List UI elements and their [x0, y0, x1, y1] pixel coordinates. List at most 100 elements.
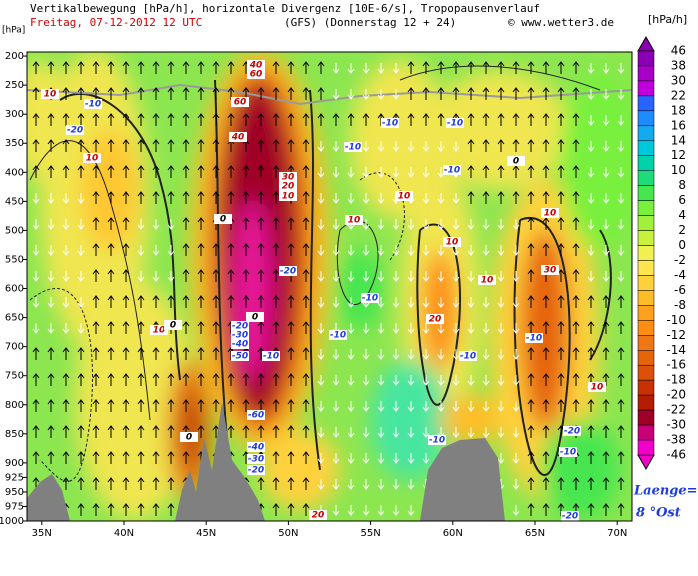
wind-arrow: [572, 399, 580, 412]
wind-arrow: [452, 271, 460, 282]
wind-arrow: [437, 141, 445, 152]
contour-label-box: [84, 99, 102, 109]
wind-arrow: [497, 271, 505, 282]
wind-arrow: [257, 113, 265, 126]
wind-arrow: [527, 139, 535, 152]
wind-arrow: [302, 373, 310, 386]
wind-arrow: [377, 193, 385, 204]
wind-arrow: [92, 373, 100, 386]
wind-arrow: [497, 245, 505, 256]
contour-label-box: [459, 351, 477, 361]
wind-arrow: [137, 245, 145, 256]
contour-label: -10: [429, 436, 445, 446]
wind-arrow: [377, 479, 385, 490]
wind-arrow: [347, 427, 355, 438]
wind-arrow: [107, 217, 115, 230]
wind-arrow: [107, 139, 115, 152]
wind-arrow: [407, 87, 415, 100]
colorbar-label: -18: [666, 373, 686, 387]
wind-arrow: [182, 139, 190, 152]
wind-arrow: [407, 479, 415, 490]
wind-arrow: [287, 373, 295, 386]
colorbar-label: 14: [671, 133, 686, 147]
contour-label-box: [231, 97, 249, 107]
wind-arrow: [167, 219, 175, 230]
wind-arrow: [122, 425, 130, 438]
wind-arrow: [197, 87, 205, 100]
wind-arrow: [587, 451, 595, 464]
colorbar-label: -22: [666, 403, 686, 417]
wind-arrow: [272, 321, 280, 334]
wind-arrow: [512, 505, 520, 516]
wind-arrow: [152, 139, 160, 152]
contour-label: -50: [232, 352, 248, 362]
wind-arrow: [47, 425, 55, 438]
wind-arrow: [467, 401, 475, 412]
wind-arrow: [467, 323, 475, 334]
wind-arrow: [377, 427, 385, 438]
colorbar-segment: [637, 439, 655, 456]
wind-arrow: [107, 321, 115, 334]
longitude-label: Laenge=: [633, 484, 698, 499]
wind-arrow: [197, 139, 205, 152]
colorbar-segment: [637, 65, 655, 82]
contour-label-box: [395, 191, 413, 201]
wind-arrow: [257, 165, 265, 178]
contour-label: 0: [513, 157, 519, 167]
wind-arrow: [77, 477, 85, 490]
wind-arrow: [362, 375, 370, 386]
wind-arrow: [362, 113, 370, 126]
wind-arrow: [332, 479, 340, 490]
wind-arrow: [392, 323, 400, 334]
colorbar-label: 46: [671, 44, 686, 58]
contour: [29, 140, 151, 421]
wind-arrow: [257, 217, 265, 230]
wind-arrow: [542, 113, 550, 126]
wind-arrow: [77, 347, 85, 360]
wind-arrow: [257, 87, 265, 100]
contour-label-box: [541, 265, 559, 275]
wind-arrow: [527, 451, 535, 464]
source: © www.wetter3.de: [508, 16, 614, 29]
wind-arrow: [497, 427, 505, 438]
wind-arrow: [557, 217, 565, 230]
contour-label-box: [344, 142, 362, 152]
colorbar-label: -10: [666, 313, 686, 327]
wind-arrow: [317, 167, 325, 178]
wind-arrow: [107, 347, 115, 360]
wind-arrow: [422, 453, 430, 464]
contour-label-box: [231, 351, 249, 361]
contour-label: 20: [429, 315, 442, 325]
contour-label-box: [559, 447, 577, 457]
wind-arrow: [587, 89, 595, 100]
y-tick-label: 250: [5, 80, 24, 91]
wind-arrow: [407, 505, 415, 516]
colorbar-label: 8: [678, 178, 686, 192]
wind-arrow: [332, 453, 340, 464]
contour-label: 20: [282, 182, 295, 192]
wind-arrow: [407, 141, 415, 152]
wind-arrow: [617, 477, 625, 490]
wind-arrow: [242, 243, 250, 256]
wind-arrow: [542, 295, 550, 308]
wind-arrow: [32, 425, 40, 438]
contour-label: 10: [44, 90, 57, 100]
wind-arrow: [482, 219, 490, 230]
wind-arrow: [437, 193, 445, 204]
colorbar-label: -8: [674, 298, 686, 312]
wind-arrow: [92, 217, 100, 230]
wind-arrow: [497, 323, 505, 334]
wind-arrow: [587, 295, 595, 308]
y-tick-label: 500: [5, 225, 24, 236]
wind-arrow: [587, 115, 595, 126]
wind-arrow: [377, 167, 385, 178]
colorbar-label: -30: [666, 418, 686, 432]
wind-arrow: [617, 373, 625, 386]
wind-arrow: [272, 477, 280, 490]
wind-arrow: [422, 61, 430, 74]
wind-arrow: [467, 297, 475, 308]
wind-arrow: [62, 399, 70, 412]
contour-label: -10: [85, 100, 101, 110]
wind-arrow: [587, 245, 595, 256]
wind-arrow: [512, 479, 520, 490]
